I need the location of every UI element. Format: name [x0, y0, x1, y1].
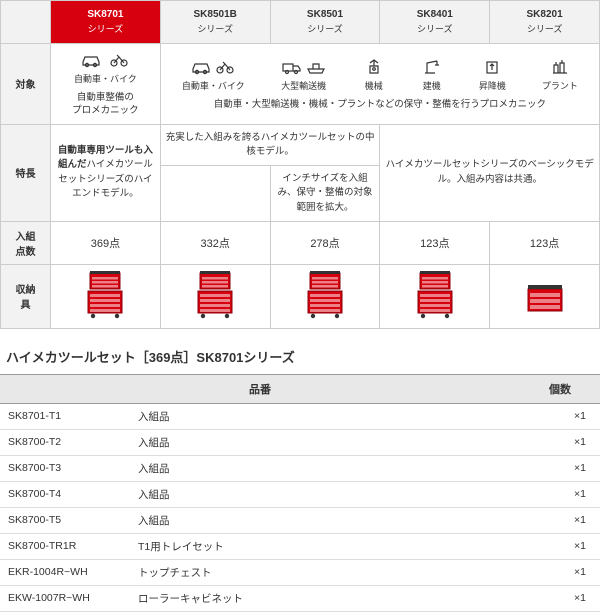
parts-row: SK8700-TR1RT1用トレイセット×1: [0, 533, 600, 559]
row-label-target: 対象: [1, 44, 51, 125]
storage-3: [380, 264, 490, 328]
ship-icon: [305, 57, 327, 75]
series-header-2: SK8501シリーズ: [270, 1, 380, 44]
part-qty: ×1: [520, 585, 600, 611]
series-header-0: SK8701シリーズ: [51, 1, 161, 44]
parts-tbody: SK8701-T1入組品×1SK8700-T2入組品×1SK8700-T3入組品…: [0, 403, 600, 611]
feature-col1: 自動車専用ツールも入組んだハイメカツールセットシリーズのハイエンドモデル。: [51, 124, 161, 221]
part-desc: 入組品: [130, 455, 520, 481]
feature-col3-bottom: インチサイズを入組み、保守・整備の対象範囲を拡大。: [270, 166, 380, 222]
cabinet-icon: [522, 271, 568, 322]
part-desc: 入組品: [130, 481, 520, 507]
car-icon: [80, 50, 102, 68]
corner-blank: [1, 1, 51, 44]
target-wide-desc: 自動車・大型輸送機・機械・プラントなどの保守・整備を行うプロメカニック: [165, 98, 595, 111]
parts-header-pn: 品番: [0, 374, 520, 403]
storage-0: [51, 264, 161, 328]
storage-2: [270, 264, 380, 328]
bike-icon: [108, 50, 130, 68]
target-col1-label: 自動車・バイク: [55, 72, 156, 85]
part-number: SK8700-T3: [0, 455, 130, 481]
count-2: 278点: [270, 221, 380, 264]
part-number: EKW-1007R~WH: [0, 585, 130, 611]
feature-col2-bottom: [160, 166, 270, 222]
series-header-1: SK8501Bシリーズ: [160, 1, 270, 44]
parts-row: SK8700-T3入組品×1: [0, 455, 600, 481]
series-header-4: SK8201シリーズ: [490, 1, 600, 44]
target-col1-icons: [55, 50, 156, 68]
part-desc: 入組品: [130, 403, 520, 429]
part-qty: ×1: [520, 403, 600, 429]
feature-col2-top: 充実した入組みを誇るハイメカツールセットの中核モデル。: [160, 124, 380, 166]
cabinet-icon: [82, 271, 128, 322]
row-label-count: 入組 点数: [1, 221, 51, 264]
target-row: 対象 自動車・バイク 自動車整備の プロメカニック 自動車・バイク大型輸送機機械…: [1, 44, 600, 125]
storage-4: [490, 264, 600, 328]
plant-icon: [549, 57, 571, 75]
feature-col45: ハイメカツールセットシリーズのベーシックモデル。入組み内容は共通。: [380, 124, 600, 221]
parts-table: 品番 個数 SK8701-T1入組品×1SK8700-T2入組品×1SK8700…: [0, 374, 600, 612]
target-wide: 自動車・バイク大型輸送機機械建機昇降機プラント 自動車・大型輸送機・機械・プラン…: [160, 44, 599, 125]
bike-icon: [214, 57, 236, 75]
storage-row: 収納 具: [1, 264, 600, 328]
part-number: SK8700-T5: [0, 507, 130, 533]
part-desc: T1用トレイセット: [130, 533, 520, 559]
cabinet-icon: [192, 271, 238, 322]
count-4: 123点: [490, 221, 600, 264]
part-qty: ×1: [520, 455, 600, 481]
parts-row: SK8700-T2入組品×1: [0, 429, 600, 455]
target-wide-groups: 自動車・バイク大型輸送機機械建機昇降機プラント: [165, 57, 595, 92]
feature-row: 特長 自動車専用ツールも入組んだハイメカツールセットシリーズのハイエンドモデル。…: [1, 124, 600, 166]
parts-row: SK8700-T5入組品×1: [0, 507, 600, 533]
part-desc: ローラーキャビネット: [130, 585, 520, 611]
part-desc: 入組品: [130, 429, 520, 455]
part-qty: ×1: [520, 507, 600, 533]
parts-row: SK8701-T1入組品×1: [0, 403, 600, 429]
cabinet-icon: [302, 271, 348, 322]
part-number: SK8700-T2: [0, 429, 130, 455]
comparison-table: SK8701シリーズSK8501BシリーズSK8501シリーズSK8401シリー…: [0, 0, 600, 329]
series-header-row: SK8701シリーズSK8501BシリーズSK8501シリーズSK8401シリー…: [1, 1, 600, 44]
parts-header-qty: 個数: [520, 374, 600, 403]
part-number: SK8701-T1: [0, 403, 130, 429]
count-3: 123点: [380, 221, 490, 264]
car-icon: [190, 57, 212, 75]
part-desc: トップチェスト: [130, 559, 520, 585]
parts-row: SK8700-T4入組品×1: [0, 481, 600, 507]
section-title: ハイメカツールセット［369点］SK8701シリーズ: [6, 347, 600, 366]
truck-icon: [281, 57, 303, 75]
row-label-storage: 収納 具: [1, 264, 51, 328]
lift-icon: [481, 57, 503, 75]
parts-row: EKR-1004R~WHトップチェスト×1: [0, 559, 600, 585]
parts-row: EKW-1007R~WHローラーキャビネット×1: [0, 585, 600, 611]
crane-icon: [421, 57, 443, 75]
part-qty: ×1: [520, 533, 600, 559]
storage-1: [160, 264, 270, 328]
target-col1: 自動車・バイク 自動車整備の プロメカニック: [51, 44, 161, 125]
part-qty: ×1: [520, 481, 600, 507]
part-qty: ×1: [520, 559, 600, 585]
cabinet-icon: [412, 271, 458, 322]
robot-icon: [363, 57, 385, 75]
part-qty: ×1: [520, 429, 600, 455]
series-header-3: SK8401シリーズ: [380, 1, 490, 44]
part-number: SK8700-TR1R: [0, 533, 130, 559]
part-number: EKR-1004R~WH: [0, 559, 130, 585]
row-label-feature: 特長: [1, 124, 51, 221]
target-col1-desc: 自動車整備の プロメカニック: [55, 91, 156, 118]
part-desc: 入組品: [130, 507, 520, 533]
count-0: 369点: [51, 221, 161, 264]
part-number: SK8700-T4: [0, 481, 130, 507]
count-1: 332点: [160, 221, 270, 264]
count-row: 入組 点数 369点332点278点123点123点: [1, 221, 600, 264]
